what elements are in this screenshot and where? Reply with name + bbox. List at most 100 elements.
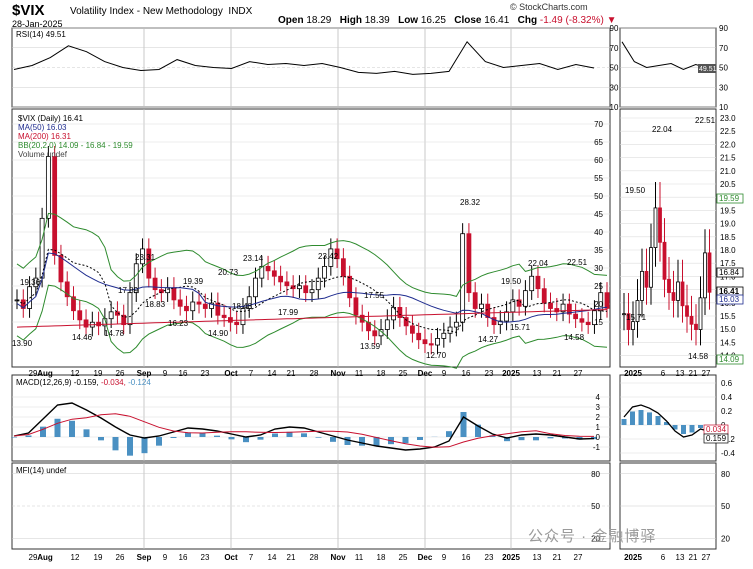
macd-histogram-bar <box>98 437 104 441</box>
candle-body <box>253 277 258 298</box>
candle-body <box>309 289 315 294</box>
bottom-zoom-x-label: 27 <box>702 553 711 562</box>
bottom-zoom-x-label: 21 <box>689 553 698 562</box>
price-x-label: 9 <box>163 369 168 378</box>
candle-body <box>391 307 396 321</box>
price-value-tag-label: 16.03 <box>719 295 740 304</box>
open-label: Open <box>278 15 304 26</box>
candle-body <box>535 275 541 290</box>
candle-body <box>133 263 139 294</box>
rsi-panel <box>11 27 611 108</box>
bottom-x-label: Sep <box>137 553 152 562</box>
macd-zoom-bar <box>681 425 686 434</box>
rsi-value-label: 49.51 <box>699 66 717 73</box>
candle-body <box>278 275 284 283</box>
price-x-label: 13 <box>533 369 542 378</box>
macd-histogram-bar <box>185 432 191 437</box>
bottom-x-label: 28 <box>310 553 319 562</box>
macd-histogram-bar <box>533 437 539 441</box>
macd-histogram-bar <box>562 437 568 439</box>
price-annotation: 23.42 <box>318 252 339 261</box>
candle-body <box>303 285 309 294</box>
rsi-tick-label: 70 <box>610 44 619 53</box>
price-x-label: 16 <box>462 369 471 378</box>
price-annotation: 17.89 <box>118 286 139 295</box>
zoom-annotation: 22.04 <box>652 125 673 134</box>
price-legend-item: MA(200) 16.31 <box>18 132 71 141</box>
index-name-text: Volatility Index - New Methodology <box>70 6 223 17</box>
symbol-title: $VIX <box>12 2 45 19</box>
macd-histogram-bar <box>402 437 409 444</box>
zoom-price-tick-label: 15.5 <box>720 312 736 321</box>
macd-histogram-bar <box>199 433 206 437</box>
price-x-label: 26 <box>116 369 125 378</box>
rsi-zoom-tick-label: 10 <box>719 103 728 112</box>
candle-body <box>108 311 114 320</box>
macd-value-tag <box>703 433 729 444</box>
price-x-label: 23 <box>485 369 494 378</box>
zoom-x-label: 27 <box>702 369 711 378</box>
ohlc-readout: Open 18.29 High 18.39 Low 16.25 Close 16… <box>278 15 616 26</box>
price-legend-item: Volume undef <box>18 150 68 159</box>
candle-body <box>196 301 202 305</box>
candle-body <box>334 248 340 260</box>
price-legend-item: $VIX (Daily) 16.41 <box>18 114 83 123</box>
zoom-price-tick-label: 18.0 <box>720 246 736 255</box>
candle-body <box>284 281 290 287</box>
price-annotation: 17.99 <box>278 308 299 317</box>
candle-body <box>472 292 478 309</box>
price-x-label: 23 <box>201 369 210 378</box>
candle-body <box>228 317 233 323</box>
credit-label[interactable]: © StockCharts.com <box>510 2 588 12</box>
macd-zoom-panel <box>619 374 717 462</box>
price-x-label: 11 <box>355 369 364 378</box>
candle-body <box>127 292 133 326</box>
candle-body <box>71 296 76 312</box>
rsi-layer <box>13 40 709 75</box>
bottom-x-label: 23 <box>485 553 494 562</box>
macd-histogram-bar <box>286 431 293 437</box>
bottom-x-label: 7 <box>249 553 254 562</box>
bottom-x-label: 13 <box>533 553 542 562</box>
macd-zoom-tick-label: 0.4 <box>721 393 733 402</box>
price-annotation: 17.55 <box>364 291 385 300</box>
candle-body <box>177 299 183 307</box>
macd-tick-label: 2 <box>596 413 601 422</box>
close-value: 16.41 <box>484 15 510 26</box>
zoom-x-label: 6 <box>661 369 666 378</box>
zoom-price-tick-label: 23.0 <box>720 114 736 123</box>
candle-body <box>240 308 246 326</box>
price-annotation: 14.46 <box>72 333 93 342</box>
macd-histogram-bar <box>301 433 307 437</box>
zoom-price-tick-label: 21.0 <box>720 167 736 176</box>
zoom-candle-body <box>622 313 626 316</box>
high-value: 18.39 <box>364 15 390 26</box>
candle-body <box>604 292 610 309</box>
price-value-tag-label: 19.59 <box>719 194 740 203</box>
candle-body <box>64 281 70 298</box>
bottom-x-label: Nov <box>330 553 346 562</box>
price-x-label: 16 <box>179 369 188 378</box>
macd-histogram-bar <box>112 437 119 451</box>
candle-body <box>171 287 177 301</box>
zoom-candle-body <box>626 313 631 330</box>
macd-histogram-bar <box>83 429 90 437</box>
price-tick-label: 70 <box>594 120 603 129</box>
candle-body <box>560 303 566 313</box>
rsi-tick-label: 10 <box>610 103 619 112</box>
watermark-text: 公众号 · 金融博驿 <box>528 528 657 545</box>
rsi-zoom-tick-label: 50 <box>719 64 728 73</box>
price-value-tag <box>716 267 744 278</box>
price-x-label: 21 <box>553 369 562 378</box>
macd-histogram-bar <box>156 437 162 446</box>
price-annotation: 23.14 <box>243 254 264 263</box>
candle-body <box>548 302 553 309</box>
macd-histogram-bar <box>591 437 597 440</box>
candle-body <box>202 303 208 309</box>
zoom-price-tick-label: 18.5 <box>720 233 736 242</box>
macd-histogram-bar <box>69 420 75 437</box>
price-x-label: Sep <box>137 369 152 378</box>
candle-body <box>209 302 214 309</box>
price-annotation: 14.58 <box>564 333 585 342</box>
